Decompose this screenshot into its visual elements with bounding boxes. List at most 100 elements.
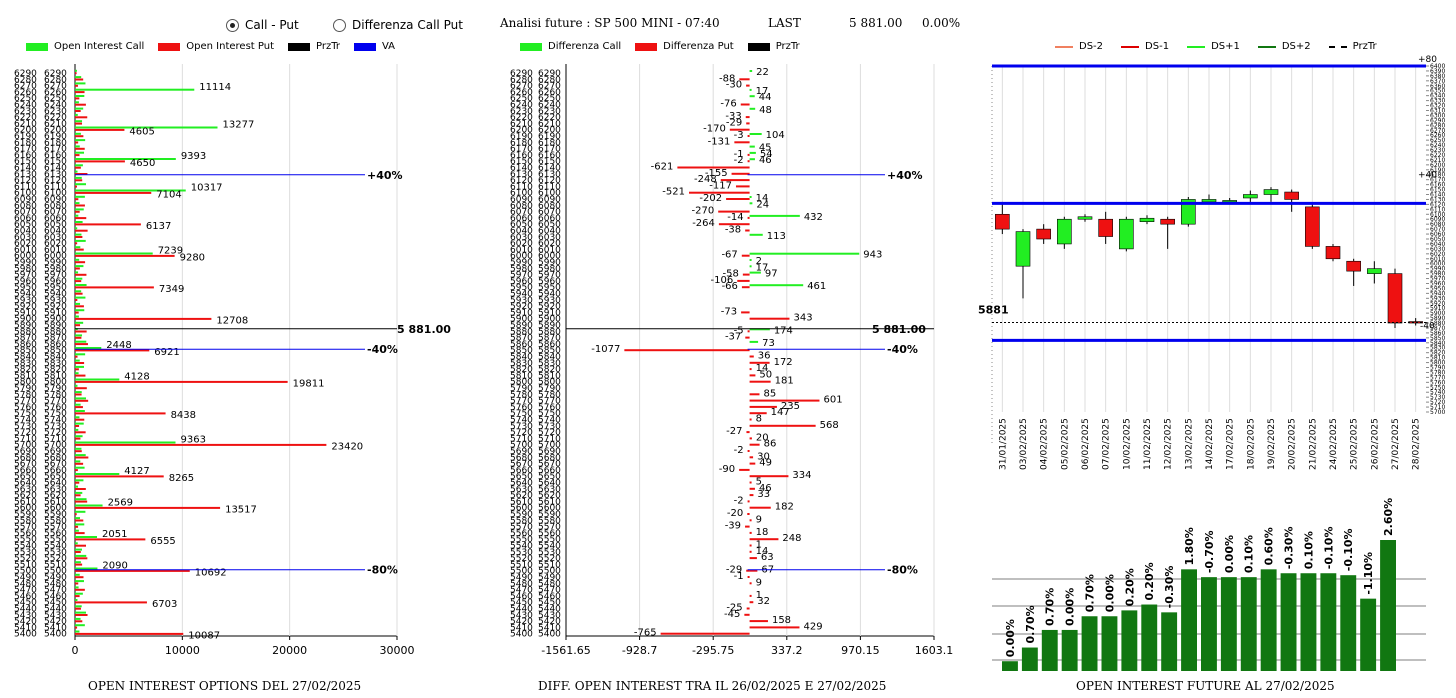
p2-put-bar [729, 128, 750, 131]
p3-y-tick-label: 6320 [1430, 103, 1445, 110]
p4-bar [1141, 604, 1158, 671]
legend-ds+1: DS+1 [1187, 41, 1240, 52]
p1-call-bar [75, 491, 83, 494]
p2-call-bar [749, 158, 755, 161]
p2-y-tick-label: 6220 [538, 113, 561, 123]
p4-bar-label: 0.10% [1302, 531, 1315, 569]
p1-put-bar [75, 210, 80, 213]
p2-put-bar [749, 380, 771, 383]
p2-call-bar [749, 133, 762, 135]
p1-call-value-label: 10317 [191, 183, 223, 194]
p1-y-tick-label: 6120 [44, 176, 67, 186]
p1-y-tick-label: 5740 [44, 416, 67, 426]
p1-y-tick-label: 5750 [44, 409, 67, 419]
p1-put-value-label: 19811 [293, 379, 325, 390]
p1-put-value-label: 12708 [216, 316, 248, 327]
p1-put-bar [75, 286, 154, 289]
p3-y-tick-label: 6340 [1430, 93, 1445, 100]
radio-call-put[interactable]: Call - Put [226, 18, 299, 32]
p2-put-bar [749, 481, 752, 484]
p1-y-tick-label: 5960 [44, 277, 67, 287]
p2-y-tick-label: 5930 [510, 296, 533, 306]
p2-put-bar [749, 368, 752, 371]
p1-x-tick-label: 10000 [165, 644, 200, 657]
p1-x-tick-label: 20000 [272, 644, 307, 657]
p3-candle-body [1325, 246, 1341, 260]
p2-y-tick-label: 5700 [510, 441, 533, 451]
p2-put-bar [677, 166, 750, 169]
p1-y-tick-label: 6020 [14, 239, 37, 249]
p2-y-tick-label: 5420 [538, 617, 561, 627]
p1-put-bar [75, 576, 84, 579]
p2-put-value-label: 9 [756, 577, 762, 588]
p4-bar [1340, 575, 1357, 671]
p1-put-bar [75, 620, 83, 623]
radio-diff[interactable]: Differenza Call Put [333, 18, 463, 32]
p2-y-tick-label: 5780 [510, 390, 533, 400]
p2-y-tick-label: 5600 [538, 504, 561, 514]
p2-put-value-label: -29 [726, 117, 742, 128]
p2-put-bar [718, 223, 750, 226]
p3-band-label-mid: +40 [1418, 170, 1437, 180]
p1-y-tick-label: 6130 [44, 170, 67, 180]
p4-bar-label: 0.70% [1044, 588, 1057, 626]
p4-bar-label: -0.70% [1203, 530, 1216, 573]
p3-y-tick-label: 5930 [1430, 295, 1445, 302]
p2-put-value-label: -5 [734, 325, 744, 336]
p1-call-bar [75, 422, 84, 425]
p2-put-bar [747, 513, 750, 515]
p1-put-value-label: 9280 [180, 253, 205, 264]
p1-y-tick-label: 5890 [44, 321, 67, 331]
p1-put-bar [75, 437, 81, 440]
p3-y-tick-label: 5870 [1430, 325, 1445, 332]
p2-put-value-label: 334 [792, 470, 811, 481]
p1-put-bar [75, 475, 164, 478]
p1-put-bar [75, 317, 212, 320]
p3-y-tick-label: 5780 [1430, 369, 1445, 376]
p2-call-bar [749, 259, 752, 261]
p1-put-bar [75, 582, 79, 585]
p2-put-bar [747, 500, 750, 503]
p1-y-tick-label: 5930 [14, 296, 37, 306]
p2-put-value-label: 32 [757, 596, 770, 607]
p3-candle-body [1284, 191, 1299, 200]
p1-y-tick-label: 5480 [14, 579, 37, 589]
p2-put-bar [747, 216, 750, 219]
p3-y-tick-label: 5950 [1430, 285, 1445, 292]
p1-put-bar [75, 374, 86, 377]
p2-y-tick-label: 6030 [510, 233, 533, 243]
p2-put-bar [735, 185, 750, 188]
p3-band-label-low: -40 [1420, 322, 1435, 332]
p2-y-tick-label: 5770 [538, 397, 561, 407]
p2-put-bar [749, 506, 771, 509]
p1-put-bar [75, 72, 77, 75]
p1-call-bar [75, 460, 81, 463]
p2-y-tick-label: 5580 [510, 516, 533, 526]
p1-put-bar [75, 273, 87, 276]
p1-put-bar [75, 97, 80, 100]
p2-band-label-p40: +40% [887, 169, 923, 182]
legend-diff-put: Differenza Put [635, 41, 734, 52]
p2-put-value-label: 147 [771, 407, 790, 418]
p2-put-value-label: -270 [691, 206, 714, 217]
p1-y-tick-label: 5820 [44, 365, 67, 375]
p1-put-bar [75, 513, 77, 516]
p2-y-tick-label: 5690 [510, 447, 533, 457]
p2-y-tick-label: 5840 [538, 353, 561, 363]
p2-put-value-label: -248 [694, 174, 717, 185]
p4-bar-label: -1.10% [1362, 552, 1375, 595]
p1-put-value-label: 13517 [225, 505, 257, 516]
p2-call-value-label: 97 [765, 269, 778, 280]
p3-y-tick-label: 5770 [1430, 374, 1445, 381]
p3-candle-body [1243, 194, 1258, 199]
p3-y-tick-label: 6070 [1430, 226, 1445, 233]
p2-put-bar [747, 135, 750, 137]
radio-call-put-label: Call - Put [245, 18, 299, 32]
p2-put-bar [749, 437, 752, 440]
p1-y-tick-label: 6020 [44, 239, 67, 249]
p1-y-tick-label: 6110 [14, 182, 37, 192]
diff-oi-chart: -1561.65 -928.7 -295.75 337.2 970.15 1603.1 62… [510, 64, 953, 657]
p1-put-bar [75, 330, 87, 333]
p1-put-bar [75, 443, 327, 446]
